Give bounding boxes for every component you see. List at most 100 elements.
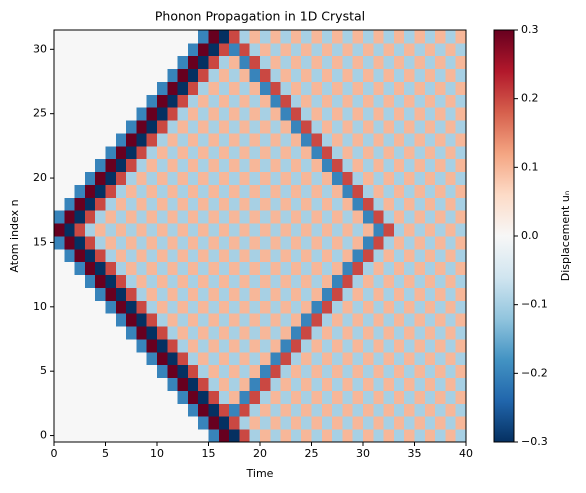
heatmap-cell — [393, 351, 405, 366]
heatmap-cell — [455, 287, 467, 301]
heatmap-cell — [136, 339, 148, 353]
heatmap-cell — [198, 313, 209, 327]
heatmap-cell — [249, 429, 261, 443]
heatmap-cell — [64, 313, 75, 327]
heatmap-cell — [105, 120, 117, 134]
heatmap-cell — [198, 377, 209, 391]
heatmap-cell — [198, 287, 209, 301]
heatmap-cell — [393, 210, 405, 224]
heatmap-cell — [198, 339, 209, 353]
heatmap-cell — [229, 248, 240, 263]
heatmap-cell — [383, 120, 395, 134]
heatmap-cell — [84, 300, 96, 314]
heatmap-cell — [435, 390, 446, 404]
heatmap-cell — [301, 42, 312, 57]
heatmap-cell — [393, 133, 405, 147]
heatmap-cell — [157, 326, 168, 340]
heatmap-cell — [301, 274, 312, 288]
colorbar — [493, 29, 515, 443]
heatmap-cell — [198, 326, 209, 340]
heatmap-cell — [218, 68, 230, 82]
heatmap-cell — [455, 429, 467, 443]
heatmap-cell — [198, 403, 209, 417]
heatmap-cell — [74, 326, 86, 340]
heatmap-cell — [126, 416, 137, 430]
heatmap-cell — [342, 197, 354, 211]
heatmap-cell — [84, 145, 96, 160]
heatmap-cell — [311, 287, 323, 301]
heatmap-cell — [239, 429, 251, 443]
heatmap-cell — [218, 390, 230, 404]
chart-title: Phonon Propagation in 1D Crystal — [155, 9, 365, 24]
heatmap-cell — [218, 248, 230, 263]
heatmap-cell — [105, 55, 117, 70]
heatmap-cell — [218, 197, 230, 211]
heatmap-cell — [146, 55, 158, 70]
heatmap-cell — [414, 107, 426, 121]
heatmap-cell — [301, 171, 312, 185]
heatmap-cell — [167, 55, 178, 70]
heatmap-cell — [249, 81, 261, 95]
heatmap-cell — [393, 429, 405, 443]
heatmap-cell — [218, 210, 230, 224]
heatmap-cell — [198, 274, 209, 288]
heatmap-cell — [301, 403, 312, 417]
heatmap-cell — [239, 364, 251, 379]
heatmap-cell — [445, 107, 457, 121]
heatmap-cell — [136, 94, 148, 108]
heatmap-cell — [393, 171, 405, 185]
heatmap-cell — [332, 107, 343, 121]
heatmap-cell — [136, 390, 148, 404]
heatmap-cell — [136, 403, 148, 417]
heatmap-cell — [445, 416, 457, 430]
heatmap-cell — [218, 223, 230, 237]
heatmap-cell — [105, 248, 117, 263]
heatmap-cell — [290, 107, 302, 121]
heatmap-cell — [352, 184, 364, 198]
heatmap-cell — [311, 120, 323, 134]
heatmap-cell — [84, 403, 96, 417]
heatmap-cell — [404, 133, 415, 147]
heatmap-cell — [239, 197, 251, 211]
heatmap-cell — [301, 30, 312, 44]
heatmap-cell — [177, 390, 189, 404]
heatmap-cell — [208, 326, 220, 340]
heatmap-cell — [373, 313, 384, 327]
heatmap-cell — [270, 210, 281, 224]
x-tick-label: 5 — [102, 447, 109, 460]
heatmap-cell — [74, 197, 86, 211]
colorbar-tick-label: −0.2 — [521, 366, 548, 379]
heatmap-cell — [383, 81, 395, 95]
heatmap-cell — [167, 210, 178, 224]
heatmap-cell — [435, 416, 446, 430]
heatmap-cell — [177, 133, 189, 147]
heatmap-cell — [373, 403, 384, 417]
heatmap-cell — [393, 390, 405, 404]
heatmap-cell — [435, 223, 446, 237]
heatmap-cell — [177, 120, 189, 134]
heatmap-cell — [54, 416, 65, 430]
heatmap-cell — [157, 30, 168, 44]
heatmap-cell — [280, 133, 292, 147]
heatmap-cell — [64, 326, 75, 340]
heatmap-cell — [342, 30, 354, 44]
heatmap-cell — [404, 377, 415, 391]
heatmap-cell — [301, 300, 312, 314]
heatmap-cell — [373, 390, 384, 404]
heatmap-cell — [218, 30, 230, 44]
heatmap-cell — [445, 94, 457, 108]
heatmap-cell — [342, 42, 354, 57]
heatmap-cell — [126, 42, 137, 57]
heatmap-cell — [105, 351, 117, 366]
heatmap-cell — [198, 223, 209, 237]
colorbar-tick-label: 0.3 — [521, 23, 539, 36]
heatmap-cell — [311, 236, 323, 250]
heatmap-cell — [321, 81, 333, 95]
heatmap-cell — [157, 120, 168, 134]
heatmap-cell — [342, 120, 354, 134]
heatmap-cell — [64, 94, 75, 108]
heatmap-cell — [445, 171, 457, 185]
heatmap-cell — [290, 81, 302, 95]
heatmap-cell — [404, 416, 415, 430]
heatmap-cell — [208, 300, 220, 314]
